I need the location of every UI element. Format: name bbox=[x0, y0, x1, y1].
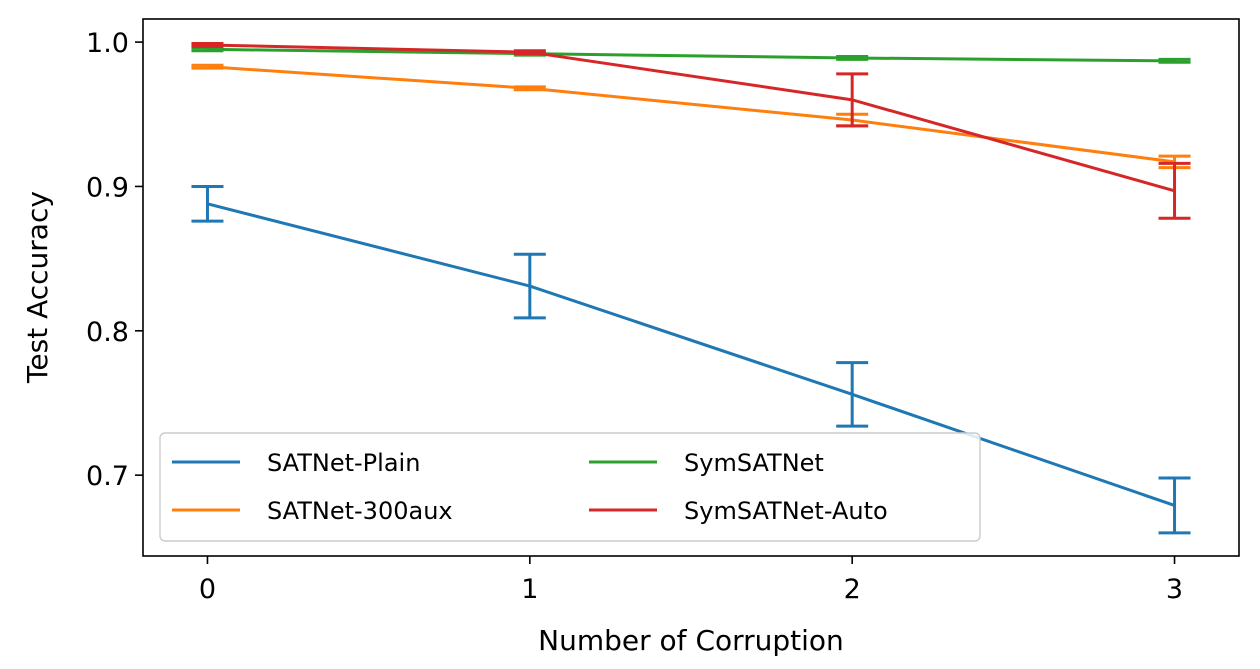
error-bar-0-0 bbox=[191, 184, 224, 223]
series-line-3 bbox=[207, 43, 1175, 193]
error-bar-0-3 bbox=[1158, 476, 1191, 535]
error-bar-0-2 bbox=[836, 361, 869, 428]
y-tick-label: 0.7 bbox=[86, 461, 129, 492]
error-bar-0-1 bbox=[513, 252, 546, 320]
series-line-0 bbox=[207, 202, 1176, 507]
legend-item-3: SymSATNet-Auto bbox=[589, 497, 888, 525]
error-bar-2-2 bbox=[836, 55, 869, 61]
error-bar-1-0 bbox=[191, 63, 224, 70]
y-tick-label: 0.8 bbox=[86, 317, 129, 348]
legend-label: SymSATNet bbox=[684, 449, 824, 477]
x-tick-label: 3 bbox=[1166, 574, 1183, 605]
error-bar-1-1 bbox=[513, 85, 546, 92]
legend-item-1: SATNet-300aux bbox=[172, 497, 453, 525]
y-axis-label: Test Accuracy bbox=[21, 191, 54, 384]
plot-area bbox=[191, 42, 1191, 535]
legend-box bbox=[159, 432, 981, 542]
axis-ticks: 0 1 2 3 0.7 0.8 0.9 1.0 bbox=[86, 28, 1183, 605]
legend-label: SATNet-300aux bbox=[267, 497, 453, 525]
legend-item-0: SATNet-Plain bbox=[172, 449, 420, 477]
error-bar-3-3 bbox=[1158, 161, 1191, 220]
series-2 bbox=[191, 46, 1191, 64]
x-tick-label: 0 bbox=[199, 574, 216, 605]
error-bar-2-3 bbox=[1158, 57, 1191, 64]
series-line-2 bbox=[207, 47, 1175, 63]
series-0 bbox=[191, 184, 1191, 535]
legend-label: SymSATNet-Auto bbox=[684, 497, 888, 525]
axes-frame bbox=[142, 18, 1240, 557]
y-tick-label: 0.9 bbox=[86, 172, 129, 203]
x-tick-label: 1 bbox=[521, 574, 538, 605]
legend: SATNet-Plain SATNet-300aux SymSATNet SymSAT… bbox=[159, 432, 981, 542]
series-line-1 bbox=[207, 65, 1175, 164]
series-3 bbox=[191, 42, 1191, 220]
legend-label: SATNet-Plain bbox=[267, 449, 420, 477]
legend-item-2: SymSATNet bbox=[589, 449, 824, 477]
error-bar-3-0 bbox=[191, 42, 224, 48]
x-tick-label: 2 bbox=[844, 574, 861, 605]
x-axis-label: Number of Corruption bbox=[538, 624, 844, 657]
y-tick-label: 1.0 bbox=[86, 28, 129, 59]
error-bar-3-1 bbox=[513, 49, 546, 56]
error-bar-2-0 bbox=[191, 46, 224, 53]
error-bar-3-2 bbox=[836, 72, 869, 128]
